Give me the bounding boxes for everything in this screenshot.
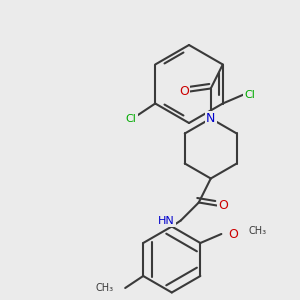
Text: O: O (218, 199, 228, 212)
Text: CH₃: CH₃ (95, 283, 113, 293)
Text: Cl: Cl (126, 113, 137, 124)
Text: O: O (179, 85, 189, 98)
Text: N: N (206, 112, 215, 125)
Text: N: N (206, 112, 215, 125)
Text: O: O (228, 227, 238, 241)
Text: HN: HN (158, 215, 175, 226)
Text: Cl: Cl (244, 89, 255, 100)
Text: CH₃: CH₃ (248, 226, 266, 236)
